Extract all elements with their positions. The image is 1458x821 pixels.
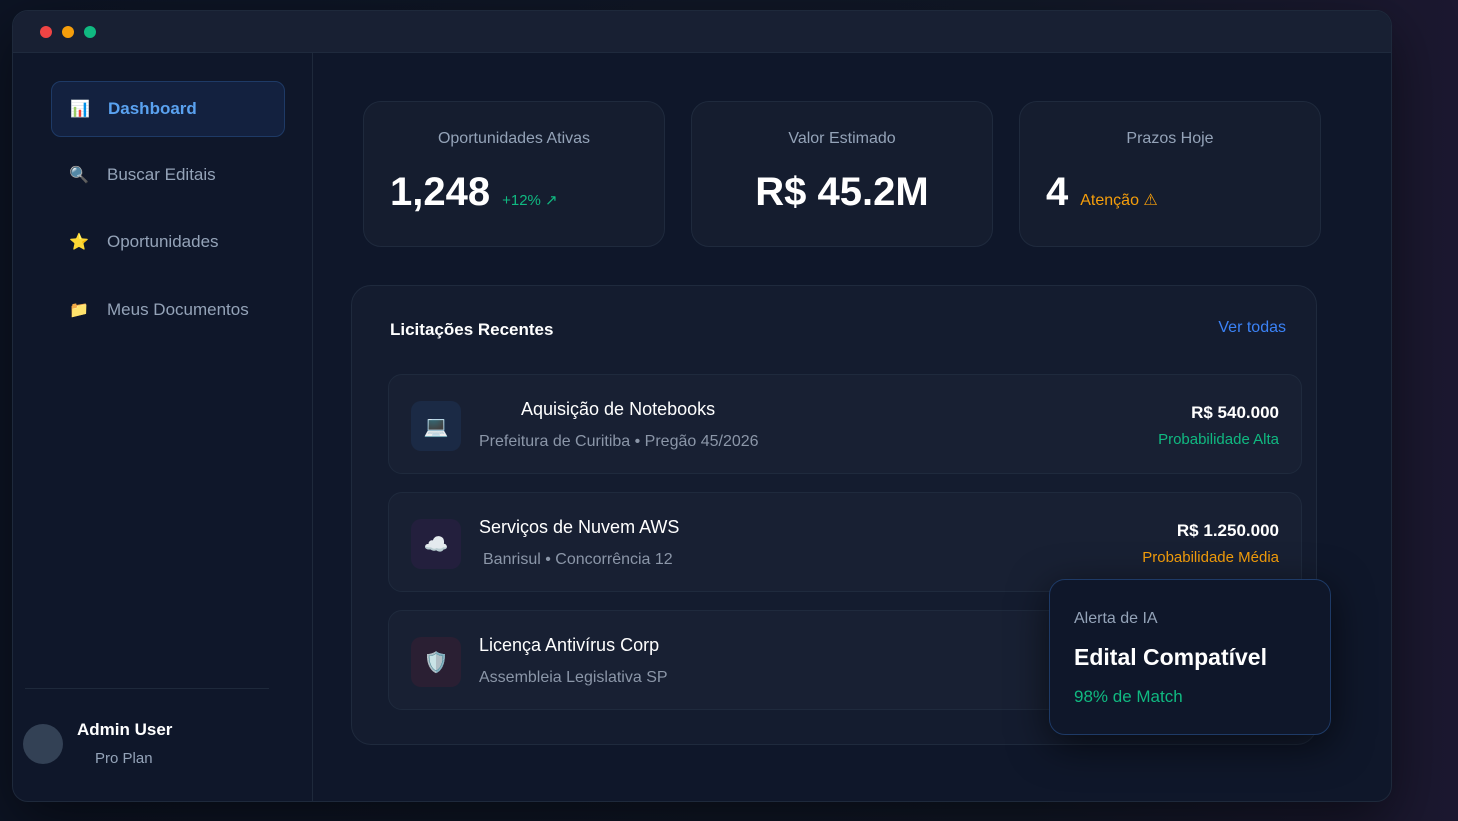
item-subtitle: Assembleia Legislativa SP <box>479 669 668 686</box>
user-profile[interactable]: Admin User Pro Plan <box>23 720 172 767</box>
sidebar-item-dashboard[interactable]: 📊 Dashboard <box>51 81 285 137</box>
item-subtitle: Prefeitura de Curitiba • Pregão 45/2026 <box>479 433 759 450</box>
shield-icon: 🛡️ <box>411 637 461 687</box>
list-item[interactable]: ☁️ Serviços de Nuvem AWS Banrisul • Conc… <box>388 492 1302 592</box>
title-bar <box>13 11 1391 53</box>
stat-card-oportunidades: Oportunidades Ativas 1,248 +12% ↗ <box>363 101 665 247</box>
item-probability: Probabilidade Alta <box>1158 431 1279 448</box>
sidebar: 📊 Dashboard 🔍 Buscar Editais ⭐ Oportunid… <box>13 53 313 801</box>
stat-label: Valor Estimado <box>788 130 896 147</box>
stat-card-prazos: Prazos Hoje 4 Atenção ⚠ <box>1019 101 1321 247</box>
user-plan: Pro Plan <box>95 750 153 767</box>
maximize-button[interactable] <box>84 25 96 38</box>
laptop-icon: 💻 <box>411 401 461 451</box>
user-name: Admin User <box>77 720 173 739</box>
stat-delta: +12% ↗ <box>502 192 558 209</box>
stat-label: Prazos Hoje <box>1126 130 1214 147</box>
warning-note: Atenção ⚠ <box>1080 192 1158 209</box>
sidebar-item-label: Oportunidades <box>107 232 219 251</box>
view-all-link[interactable]: Ver todas <box>1218 319 1286 336</box>
alert-title: Edital Compatível <box>1074 644 1267 670</box>
folder-icon: 📁 <box>69 302 89 319</box>
ai-alert-card[interactable]: Alerta de IA Edital Compatível 98% de Ma… <box>1049 579 1331 735</box>
cloud-icon: ☁️ <box>411 519 461 569</box>
item-amount: R$ 540.000 <box>1191 403 1279 422</box>
stat-label: Oportunidades Ativas <box>437 130 591 147</box>
item-probability: Probabilidade Média <box>1142 549 1279 566</box>
recent-tenders-panel: Licitações Recentes Ver todas 💻 Aquisiçã… <box>351 285 1317 745</box>
sidebar-divider <box>25 688 269 689</box>
bar-chart-icon: 📊 <box>70 101 90 118</box>
sidebar-item-label: Dashboard <box>108 99 197 118</box>
panel-title: Licitações Recentes <box>390 320 554 339</box>
item-title: Aquisição de Notebooks <box>521 399 716 419</box>
stat-card-valor: Valor Estimado R$ 45.2M <box>691 101 993 247</box>
sidebar-item-label: Buscar Editais <box>107 165 216 184</box>
item-amount: R$ 1.250.000 <box>1176 521 1279 540</box>
sidebar-item-oportunidades[interactable]: ⭐ Oportunidades <box>51 214 285 270</box>
sidebar-item-buscar-editais[interactable]: 🔍 Buscar Editais <box>51 147 285 203</box>
star-icon: ⭐ <box>69 234 89 251</box>
item-subtitle: Banrisul • Concorrência 12 <box>483 551 673 568</box>
app-window: 📊 Dashboard 🔍 Buscar Editais ⭐ Oportunid… <box>12 10 1392 802</box>
alert-match: 98% de Match <box>1074 687 1183 706</box>
close-button[interactable] <box>40 25 52 38</box>
item-title: Licença Antivírus Corp <box>479 635 660 655</box>
list-item[interactable]: 💻 Aquisição de Notebooks Prefeitura de C… <box>388 374 1302 474</box>
avatar[interactable] <box>23 723 63 764</box>
minimize-button[interactable] <box>62 25 74 38</box>
sidebar-item-meus-documentos[interactable]: 📁 Meus Documentos <box>51 282 285 338</box>
stat-value: 1,248 <box>390 170 491 214</box>
search-icon: 🔍 <box>69 167 89 184</box>
sidebar-item-label: Meus Documentos <box>107 300 249 319</box>
stat-value: 4 <box>1046 170 1069 214</box>
item-title: Serviços de Nuvem AWS <box>479 517 680 537</box>
alert-kicker: Alerta de IA <box>1074 610 1158 627</box>
stat-value: R$ 45.2M <box>755 170 929 214</box>
